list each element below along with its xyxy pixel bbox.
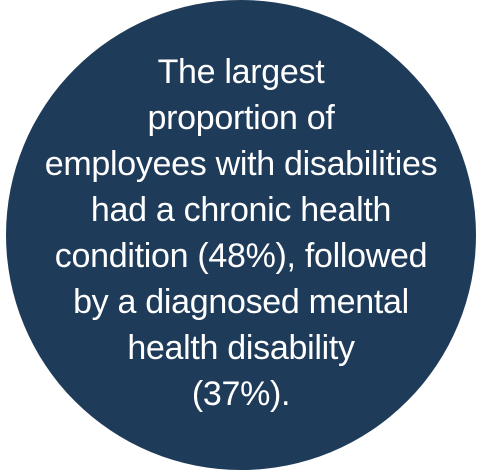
- callout-line-6: by a diagnosed mental: [73, 283, 409, 321]
- callout-line-2: proportion of: [147, 99, 335, 137]
- callout-line-1: The largest: [157, 53, 325, 91]
- callout-line-7: health disability: [127, 329, 355, 367]
- callout-circle: [6, 0, 476, 470]
- callout-line-3: employees with disabilities: [44, 145, 438, 183]
- callout-line-8: (37%).: [191, 375, 291, 413]
- callout-text: The largest proportion of employees with…: [12, 49, 470, 417]
- callout-line-4: had a chronic health: [90, 191, 392, 229]
- callout-line-5: condition (48%), followed: [54, 237, 428, 275]
